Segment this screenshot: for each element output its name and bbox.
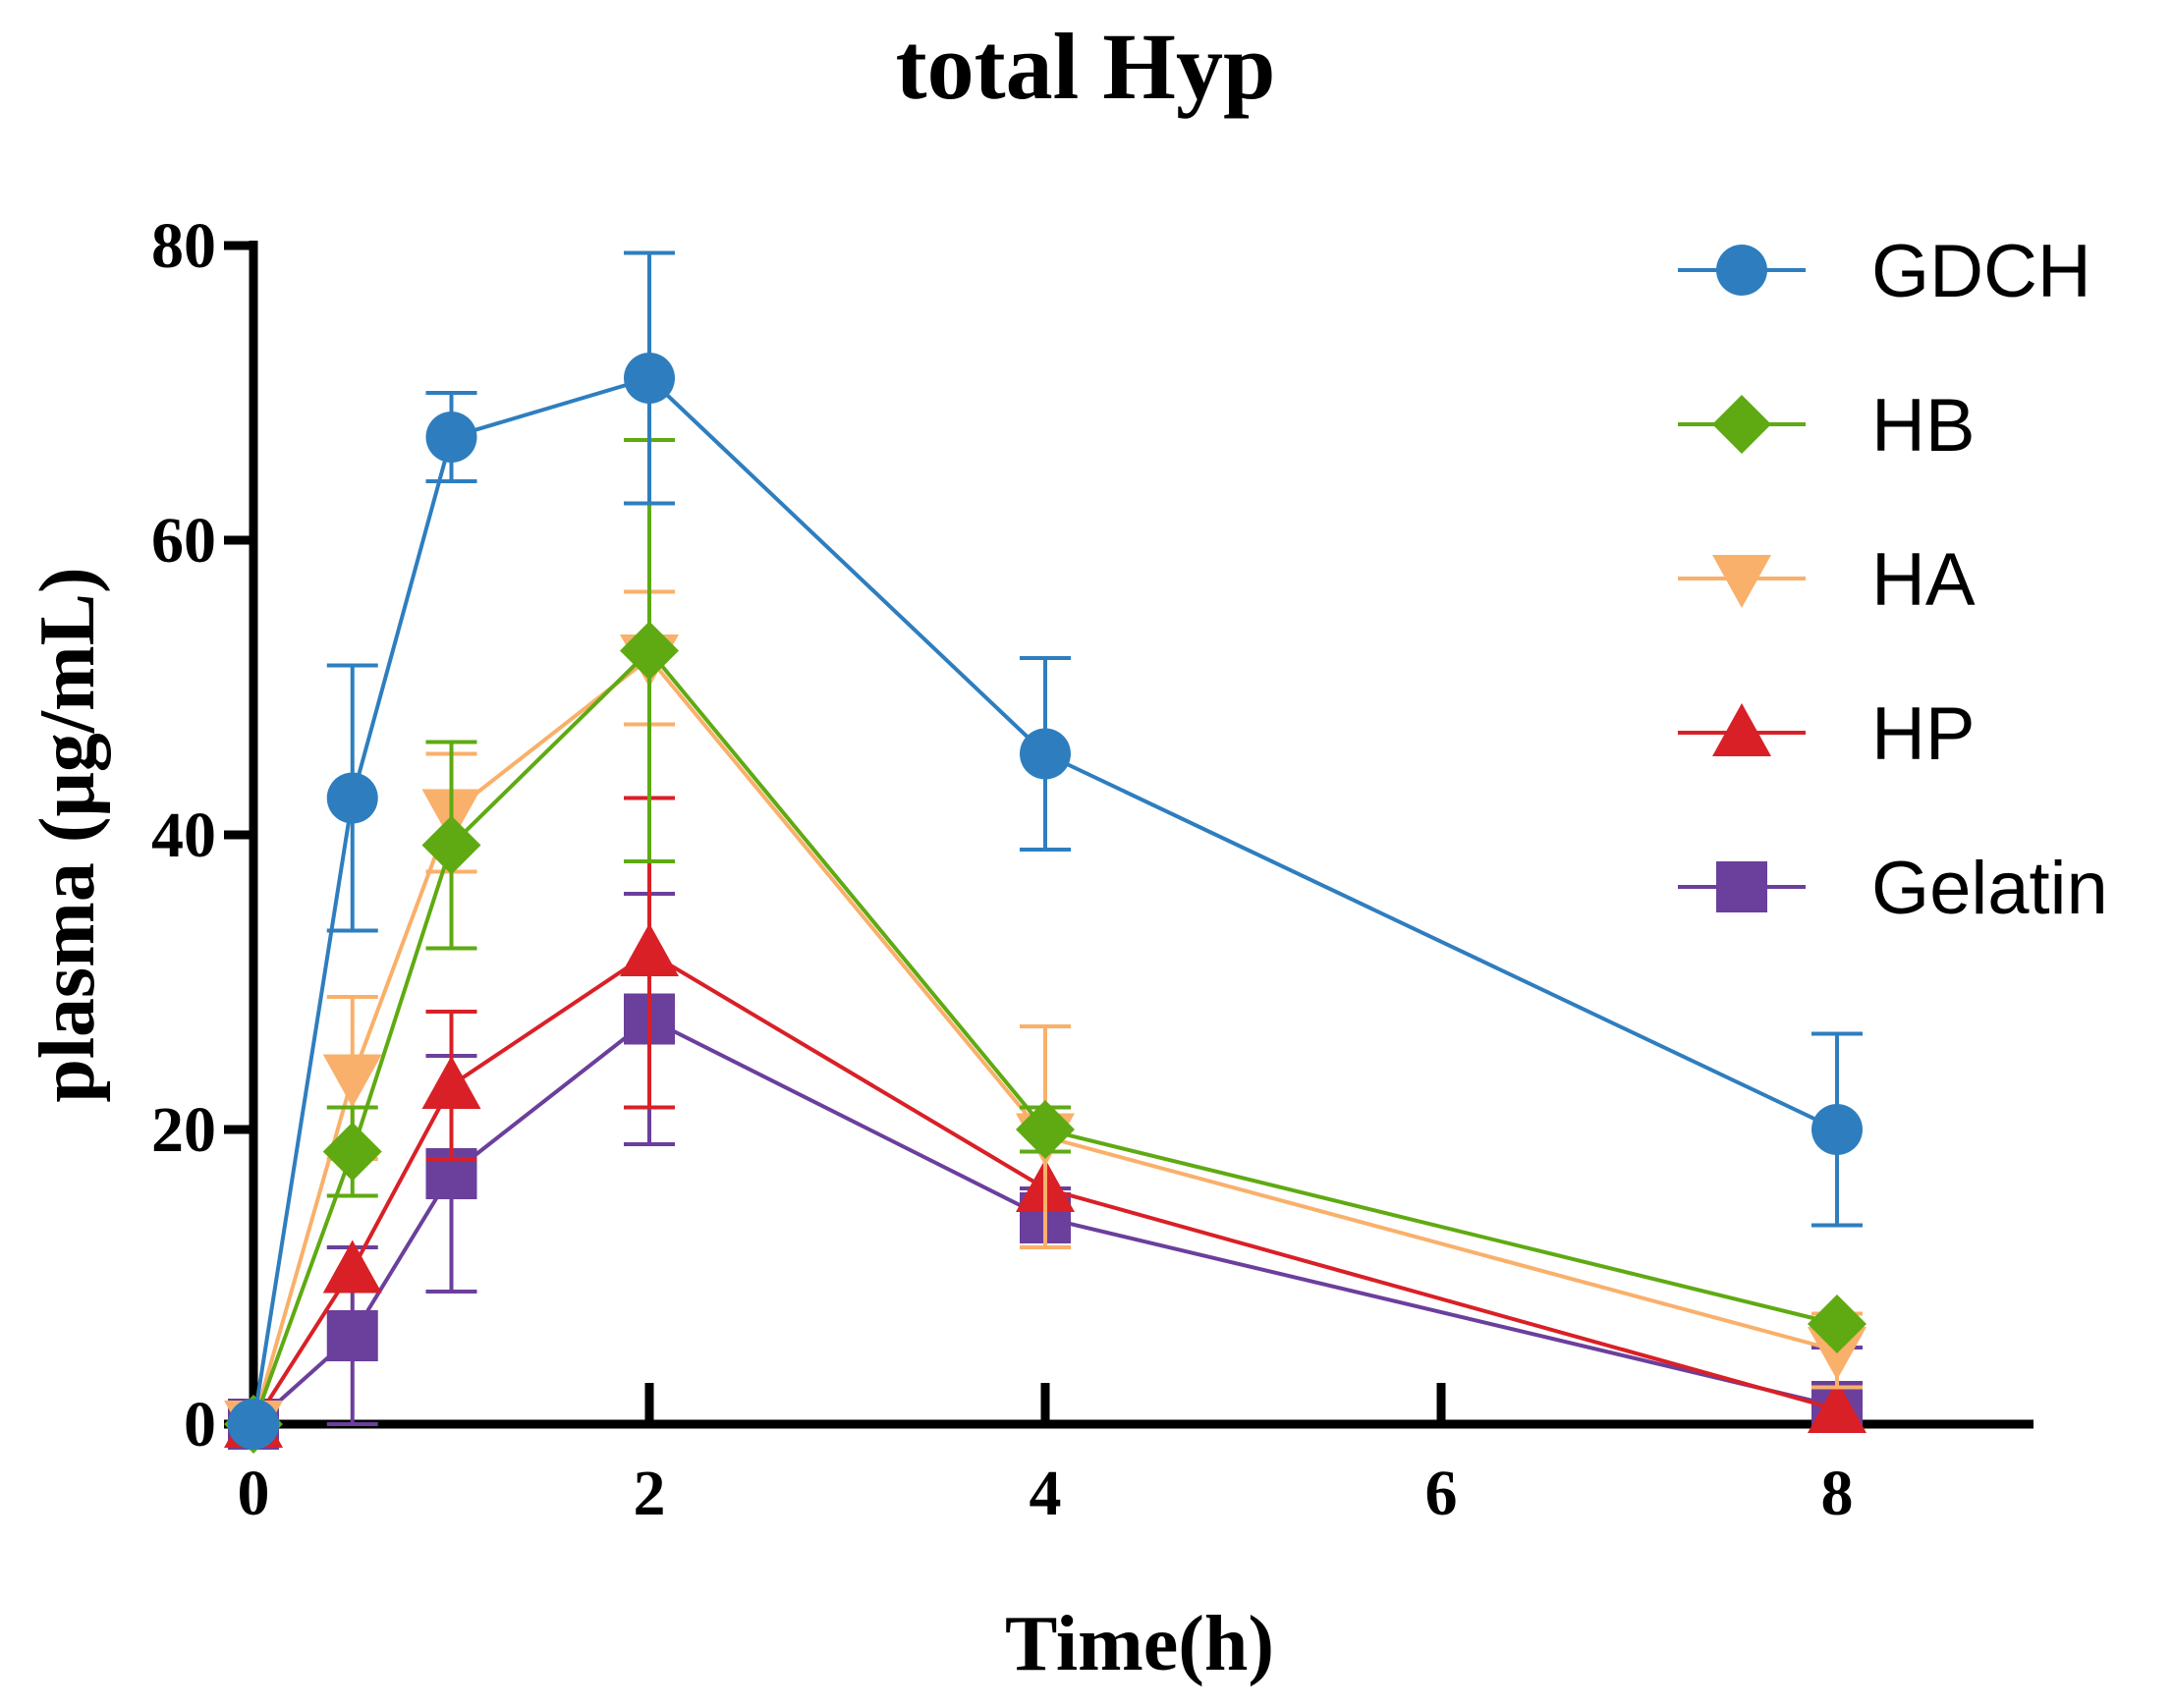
x-tick-label: 0: [238, 1458, 270, 1529]
legend-item-gdch: GDCH: [1678, 230, 2091, 313]
legend-item-hb: HB: [1678, 384, 1976, 468]
legend-marker: [1712, 395, 1771, 454]
y-tick-label: 0: [184, 1389, 216, 1460]
data-point-gdch: [1020, 728, 1071, 780]
x-axis-label: Time(h): [1005, 1601, 1274, 1687]
data-point-hp: [322, 1240, 382, 1294]
data-point-hp: [620, 923, 679, 976]
data-point-gdch: [1811, 1104, 1863, 1155]
legend: GDCH HB HA HP Gelatin: [1678, 230, 2108, 930]
data-point-gdch: [228, 1399, 279, 1450]
series-line-hb: [251, 647, 1838, 1425]
data-point-gdch: [425, 412, 477, 463]
legend-item-ha: HA: [1678, 538, 1976, 622]
legend-marker: [1716, 861, 1767, 912]
series-line-hp: [251, 950, 1838, 1426]
data-point-hb: [421, 815, 481, 875]
series-gdch: [228, 250, 1863, 1450]
x-tick-label: 6: [1425, 1458, 1458, 1529]
y-axis-label: plasma (μg/mL): [25, 567, 111, 1102]
y-tick-label: 60: [151, 505, 216, 577]
data-point-gdch: [624, 353, 675, 404]
legend-marker: [1712, 703, 1771, 756]
data-point-hb: [1808, 1295, 1867, 1353]
legend-label: HA: [1871, 538, 1976, 622]
series-line-ha: [251, 655, 1838, 1425]
legend-label: GDCH: [1871, 230, 2091, 313]
data-point-hb: [1016, 1100, 1075, 1159]
x-tick-label: 8: [1821, 1458, 1854, 1529]
legend-item-hp: HP: [1678, 692, 1976, 776]
legend-marker: [1712, 555, 1771, 608]
data-point-gelatin: [326, 1310, 378, 1361]
series-hb: [224, 438, 1867, 1454]
legend-marker: [1716, 245, 1767, 296]
chart-title: total Hyp: [896, 14, 1276, 119]
data-point-ha: [322, 1054, 382, 1108]
y-tick-label: 20: [151, 1094, 216, 1166]
series-layer: [224, 250, 1867, 1454]
y-tick-label: 80: [151, 210, 216, 282]
data-point-gdch: [326, 772, 378, 824]
legend-label: Gelatin: [1871, 847, 2108, 930]
legend-item-gelatin: Gelatin: [1678, 847, 2108, 930]
x-tick-label: 2: [634, 1458, 666, 1529]
y-tick-label: 40: [151, 799, 216, 871]
legend-label: HP: [1871, 692, 1976, 776]
legend-label: HB: [1871, 384, 1976, 468]
data-point-hp: [1808, 1380, 1867, 1433]
x-tick-label: 4: [1030, 1458, 1062, 1529]
data-point-hb: [620, 621, 679, 681]
data-point-hp: [421, 1056, 481, 1109]
data-point-hb: [322, 1122, 382, 1182]
series-line-gdch: [251, 375, 1838, 1425]
